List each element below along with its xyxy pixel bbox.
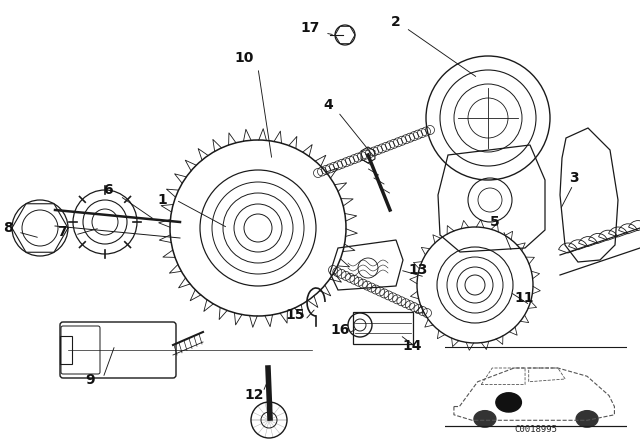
- Text: 16: 16: [330, 323, 349, 337]
- Circle shape: [474, 411, 496, 427]
- Bar: [353, 312, 413, 344]
- Text: 17: 17: [300, 21, 320, 35]
- Text: 7: 7: [57, 225, 67, 239]
- Text: 4: 4: [323, 98, 333, 112]
- Text: 12: 12: [244, 388, 264, 402]
- Text: 11: 11: [515, 291, 534, 305]
- Circle shape: [496, 393, 522, 412]
- Text: 10: 10: [234, 51, 253, 65]
- Text: 1: 1: [157, 193, 167, 207]
- Circle shape: [576, 411, 598, 427]
- Text: 8: 8: [3, 221, 13, 235]
- Text: 2: 2: [391, 15, 401, 29]
- Text: 5: 5: [490, 215, 500, 229]
- Text: 6: 6: [103, 183, 113, 197]
- Text: 13: 13: [408, 263, 428, 277]
- Text: 15: 15: [285, 308, 305, 322]
- Bar: [60, 336, 72, 364]
- Text: 3: 3: [569, 171, 579, 185]
- Text: C0018995: C0018995: [515, 425, 557, 434]
- Text: 9: 9: [85, 373, 95, 387]
- Text: 14: 14: [403, 339, 422, 353]
